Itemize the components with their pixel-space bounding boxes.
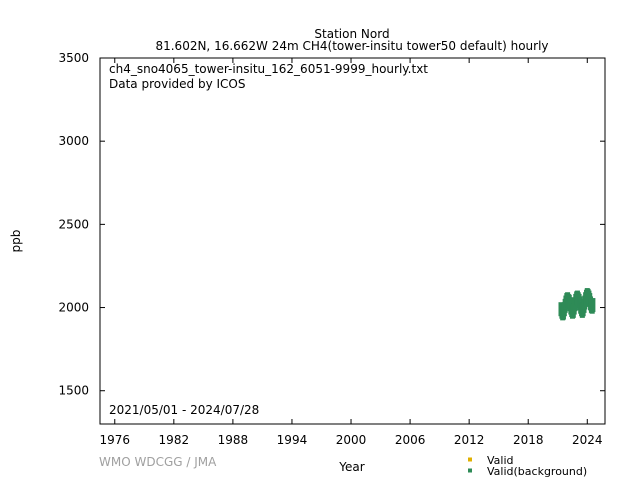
y-tick-label: 1500	[58, 384, 89, 398]
x-tick-label: 2000	[336, 433, 367, 447]
legend-label-background: Valid(background)	[487, 465, 587, 478]
x-tick-label: 1976	[99, 433, 130, 447]
legend-label-valid: Valid	[487, 454, 514, 467]
y-tick-label: 3000	[58, 134, 89, 148]
legend: Valid Valid(background)	[468, 454, 587, 478]
data-point	[590, 298, 596, 313]
x-tick-label: 2012	[454, 433, 485, 447]
filename-annotation: ch4_sno4065_tower-insitu_162_6051-9999_h…	[109, 62, 428, 76]
plot-frame	[99, 57, 606, 425]
provider-annotation: Data provided by ICOS	[109, 77, 245, 91]
x-tick-label: 1982	[159, 433, 190, 447]
y-axis-label: ppb	[9, 230, 23, 253]
x-axis-label: Year	[338, 460, 364, 474]
watermark: WMO WDCGG / JMA	[99, 455, 217, 469]
y-axis-ticks: 1500 2000 2500 3000 3500	[58, 51, 605, 398]
data-points	[558, 288, 596, 321]
x-tick-label: 1988	[218, 433, 249, 447]
y-tick-label: 3500	[58, 51, 89, 65]
legend-marker-background	[468, 468, 472, 473]
legend-marker-valid	[468, 457, 472, 462]
x-tick-label: 2018	[513, 433, 544, 447]
chart-title-line1: Station Nord	[314, 27, 389, 41]
x-axis-ticks: 1976 1982 1988 1994 2000 2006 2012 2018 2024	[99, 58, 603, 447]
y-tick-label: 2500	[58, 217, 89, 231]
x-tick-label: 1994	[277, 433, 308, 447]
y-tick-label: 2000	[58, 301, 89, 315]
date-range-annotation: 2021/05/01 - 2024/07/28	[109, 403, 259, 417]
chart-title-line2: 81.602N, 16.662W 24m CH4(tower-insitu to…	[155, 39, 548, 53]
x-tick-label: 2024	[572, 433, 603, 447]
x-tick-label: 2006	[395, 433, 426, 447]
